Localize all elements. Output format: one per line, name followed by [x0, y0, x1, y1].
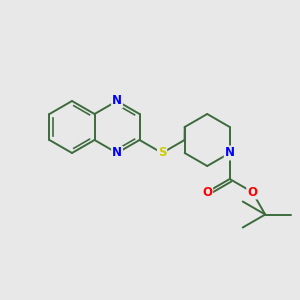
Text: O: O — [202, 185, 212, 199]
Text: O: O — [247, 185, 257, 199]
Text: N: N — [112, 94, 122, 107]
Text: N: N — [225, 146, 235, 160]
Text: N: N — [112, 146, 122, 160]
Text: S: S — [158, 146, 166, 160]
